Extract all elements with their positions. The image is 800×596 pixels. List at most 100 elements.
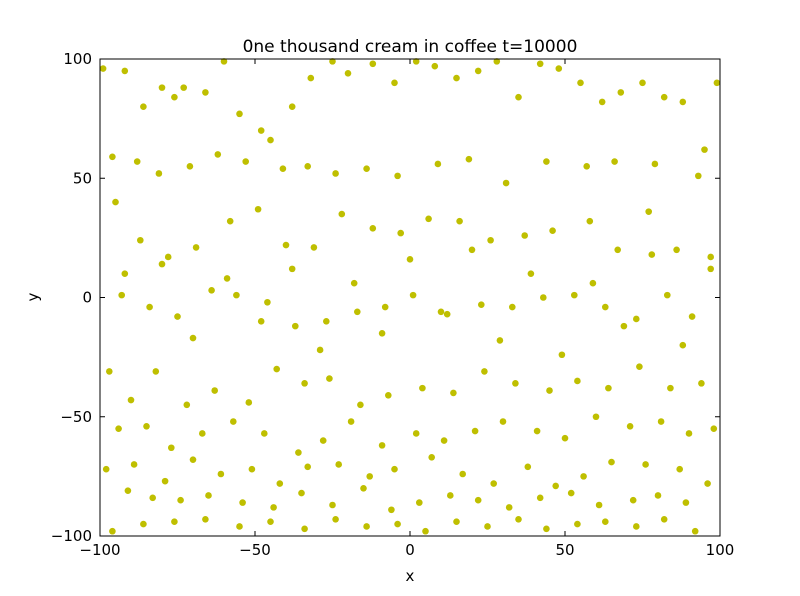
data-point [292,322,299,330]
data-point [490,480,498,487]
data-point [546,387,553,394]
data-point [679,98,687,106]
data-point [267,518,274,525]
data-point [642,461,649,468]
data-point [527,270,535,277]
data-point [707,253,714,261]
data-point [645,208,652,215]
data-point [487,236,494,244]
data-point [316,346,324,354]
y-tick-label: −50 [60,408,92,426]
data-point [595,501,603,509]
data-point [633,315,640,323]
data-point [412,58,420,65]
data-point [391,79,398,87]
data-point [140,520,147,528]
data-point [347,418,355,425]
data-point [214,151,222,158]
data-point [657,418,665,425]
data-point [112,198,119,206]
data-point [611,158,618,165]
data-point [598,98,606,106]
data-point [366,473,374,480]
data-point [533,427,541,435]
data-point [660,93,668,101]
data-point [143,422,150,430]
data-point [394,520,401,528]
data-point [676,465,683,473]
data-point [391,465,398,473]
data-point [158,260,166,268]
data-point [369,225,377,232]
data-point [453,518,460,525]
data-point [307,74,315,82]
data-point [685,430,693,437]
data-point [186,163,194,170]
data-point [102,465,110,473]
data-point [385,391,392,399]
data-point [580,473,587,480]
data-point [434,160,442,168]
data-point [310,244,318,251]
data-point [688,313,696,320]
data-point [381,303,389,311]
data-point [121,270,129,277]
data-point [233,291,240,299]
data-point [301,525,308,533]
data-point [524,463,532,471]
data-point [536,494,544,502]
data-point [536,60,544,68]
data-point [456,217,463,225]
data-point [226,217,234,225]
data-point [217,470,225,478]
data-point [499,418,507,425]
axis-ticks: −100 −50 0 50 100 −100 −50 0 50 100 [51,50,735,559]
data-point [586,217,594,225]
data-point [363,523,370,530]
data-point [654,492,662,499]
data-point [329,58,336,65]
data-point [453,74,460,82]
data-point [230,418,237,425]
data-point [512,380,519,387]
data-point [223,275,231,282]
data-point [168,444,175,452]
data-point [109,153,116,161]
data-point [335,461,343,468]
data-point [127,396,135,404]
data-point [242,158,249,165]
data-point [332,516,339,523]
y-tick-label: −100 [51,527,92,545]
data-point [710,425,718,432]
data-point [481,368,488,375]
data-point [332,170,339,177]
data-point [592,413,600,421]
data-point [388,506,395,514]
data-point [474,67,482,75]
data-point [177,496,184,504]
data-point [338,210,346,218]
data-point [394,172,401,180]
data-point [471,427,479,435]
data-point [493,58,501,65]
data-point [614,246,621,254]
data-point [629,496,637,504]
data-point [515,93,522,101]
data-point [158,84,166,91]
data-point [174,313,181,320]
data-point [465,155,473,163]
data-point [552,482,559,490]
data-point [639,79,646,87]
data-point [502,179,510,187]
data-point [505,504,513,511]
data-point [202,516,209,523]
data-point [682,499,690,506]
data-point [704,480,711,487]
data-point [109,527,116,535]
data-point [211,387,218,394]
data-point [515,516,522,523]
data-point [633,523,640,530]
data-point [698,380,705,387]
data-point [295,449,302,456]
data-point [484,523,491,530]
